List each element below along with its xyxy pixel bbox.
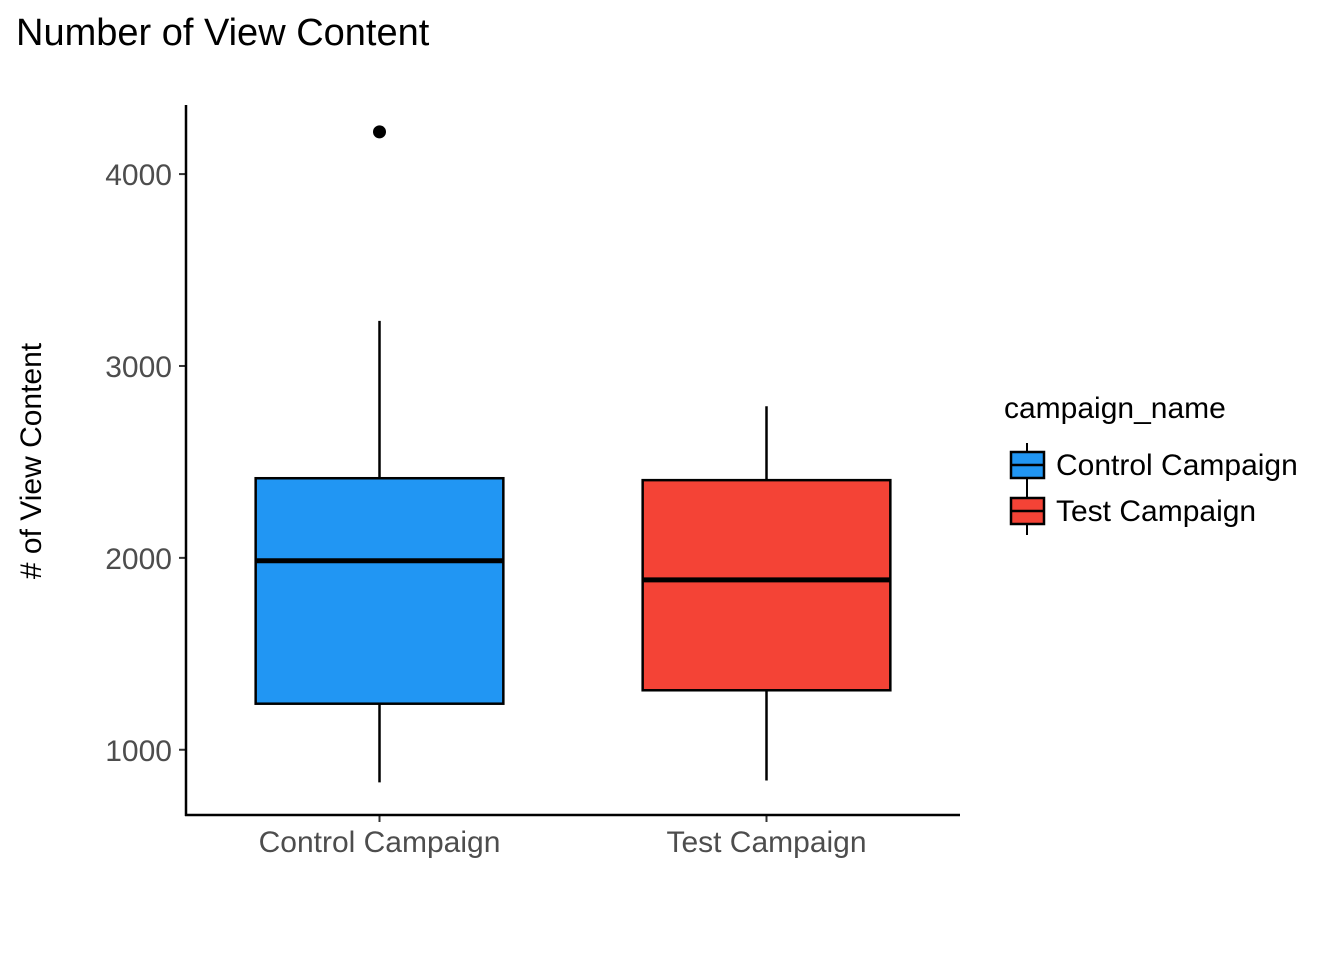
plot-area: 1000 2000 3000 4000 Control Campaign Test Cam… — [105, 125, 892, 859]
box-test-campaign — [641, 478, 892, 692]
box-control-campaign — [254, 476, 505, 705]
y-axis-title: # of View Content — [15, 342, 48, 579]
legend-label-control-campaign: Control Campaign — [1056, 449, 1298, 482]
outlier-point-control-campaign — [373, 125, 386, 139]
legend-label-test-campaign: Test Campaign — [1056, 495, 1256, 528]
legend: campaign_name Control Campaign Test Campa… — [1004, 392, 1298, 535]
y-tick-label: 3000 — [105, 351, 172, 384]
y-tick-label: 2000 — [105, 543, 172, 576]
y-tick-label: 4000 — [105, 159, 172, 192]
x-tick-label: Control Campaign — [259, 826, 501, 859]
chart-title: Number of View Content — [16, 12, 430, 54]
x-tick-label: Test Campaign — [666, 826, 866, 859]
y-tick-label: 1000 — [105, 735, 172, 768]
legend-title: campaign_name — [1004, 392, 1226, 425]
